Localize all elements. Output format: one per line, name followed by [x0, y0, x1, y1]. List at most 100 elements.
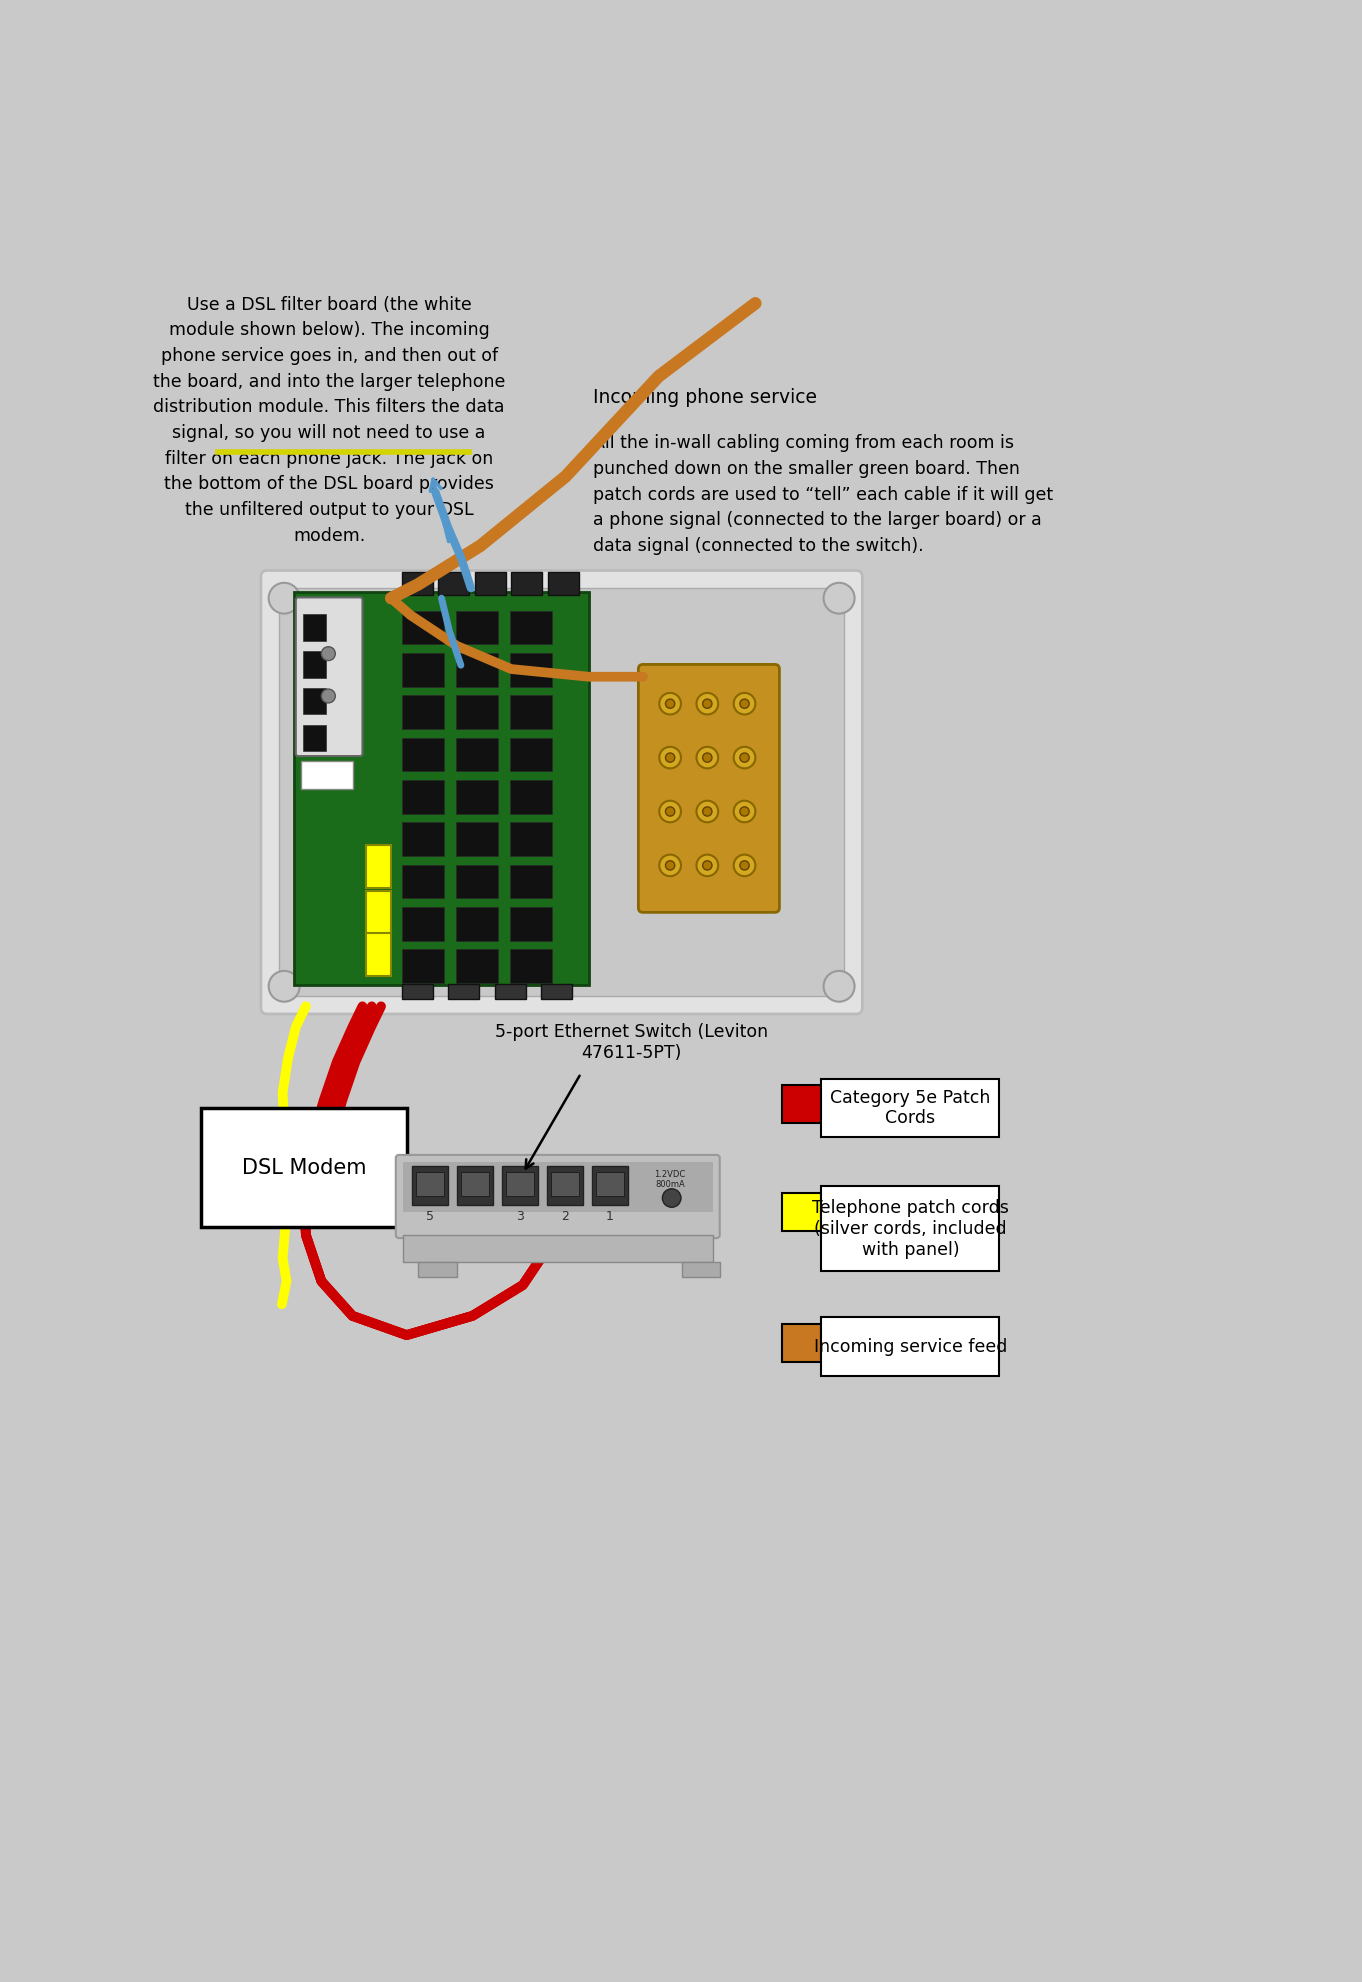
Circle shape — [696, 854, 718, 876]
FancyBboxPatch shape — [262, 571, 862, 1015]
Circle shape — [666, 860, 674, 870]
FancyBboxPatch shape — [403, 1235, 712, 1263]
FancyBboxPatch shape — [402, 696, 444, 729]
Circle shape — [666, 807, 674, 817]
FancyBboxPatch shape — [402, 983, 433, 999]
FancyBboxPatch shape — [511, 781, 553, 815]
FancyBboxPatch shape — [301, 761, 353, 789]
Circle shape — [824, 971, 854, 1001]
Text: Telephone patch cords
(silver cords, included
with panel): Telephone patch cords (silver cords, inc… — [812, 1199, 1009, 1259]
FancyBboxPatch shape — [415, 1171, 444, 1197]
FancyBboxPatch shape — [595, 1171, 624, 1197]
Text: All the in-wall cabling coming from each room is
punched down on the smaller gre: All the in-wall cabling coming from each… — [592, 434, 1053, 555]
FancyBboxPatch shape — [783, 1084, 821, 1124]
FancyBboxPatch shape — [366, 934, 391, 977]
FancyBboxPatch shape — [402, 781, 444, 815]
FancyBboxPatch shape — [503, 1167, 538, 1205]
FancyBboxPatch shape — [475, 573, 505, 595]
FancyBboxPatch shape — [821, 1078, 1000, 1138]
FancyBboxPatch shape — [548, 573, 579, 595]
FancyBboxPatch shape — [456, 610, 498, 644]
Circle shape — [696, 801, 718, 823]
FancyBboxPatch shape — [511, 652, 553, 686]
FancyBboxPatch shape — [402, 573, 433, 595]
Text: Use a DSL filter board (the white
module shown below). The incoming
phone servic: Use a DSL filter board (the white module… — [153, 295, 505, 545]
Text: 3: 3 — [516, 1211, 524, 1223]
Circle shape — [321, 646, 335, 660]
Circle shape — [824, 583, 854, 614]
FancyBboxPatch shape — [511, 864, 553, 898]
FancyBboxPatch shape — [821, 1318, 1000, 1376]
FancyBboxPatch shape — [821, 1187, 1000, 1270]
FancyBboxPatch shape — [402, 610, 444, 644]
Text: Category 5e Patch
Cords: Category 5e Patch Cords — [831, 1088, 990, 1128]
FancyBboxPatch shape — [402, 652, 444, 686]
Circle shape — [734, 854, 756, 876]
FancyBboxPatch shape — [511, 908, 553, 941]
FancyBboxPatch shape — [456, 864, 498, 898]
Circle shape — [659, 747, 681, 769]
Text: Incoming service feed: Incoming service feed — [813, 1338, 1007, 1356]
Circle shape — [740, 700, 749, 708]
FancyBboxPatch shape — [511, 573, 542, 595]
Circle shape — [740, 753, 749, 763]
FancyBboxPatch shape — [592, 1167, 628, 1205]
FancyBboxPatch shape — [279, 589, 844, 997]
Circle shape — [696, 747, 718, 769]
FancyBboxPatch shape — [511, 737, 553, 771]
Text: 1: 1 — [606, 1211, 614, 1223]
Circle shape — [703, 700, 712, 708]
Circle shape — [740, 807, 749, 817]
FancyBboxPatch shape — [402, 908, 444, 941]
FancyBboxPatch shape — [456, 652, 498, 686]
FancyBboxPatch shape — [639, 664, 779, 912]
FancyBboxPatch shape — [448, 983, 479, 999]
FancyBboxPatch shape — [511, 696, 553, 729]
FancyBboxPatch shape — [456, 781, 498, 815]
FancyBboxPatch shape — [458, 1167, 493, 1205]
Text: 5-port Ethernet Switch (Leviton
47611-5PT): 5-port Ethernet Switch (Leviton 47611-5P… — [494, 1023, 768, 1062]
FancyBboxPatch shape — [550, 1171, 579, 1197]
Circle shape — [734, 801, 756, 823]
FancyBboxPatch shape — [511, 949, 553, 983]
Text: 1.2VDC
800mA: 1.2VDC 800mA — [655, 1169, 685, 1189]
Circle shape — [703, 753, 712, 763]
FancyBboxPatch shape — [456, 823, 498, 856]
Circle shape — [703, 860, 712, 870]
FancyBboxPatch shape — [402, 737, 444, 771]
Circle shape — [268, 583, 300, 614]
FancyBboxPatch shape — [413, 1167, 448, 1205]
Circle shape — [703, 807, 712, 817]
FancyBboxPatch shape — [366, 890, 391, 934]
FancyBboxPatch shape — [402, 949, 444, 983]
FancyBboxPatch shape — [456, 949, 498, 983]
Text: 2: 2 — [561, 1211, 569, 1223]
Text: DSL Modem: DSL Modem — [241, 1157, 366, 1177]
FancyBboxPatch shape — [511, 610, 553, 644]
FancyBboxPatch shape — [402, 823, 444, 856]
FancyBboxPatch shape — [302, 652, 326, 678]
FancyBboxPatch shape — [302, 688, 326, 714]
FancyBboxPatch shape — [456, 737, 498, 771]
FancyBboxPatch shape — [783, 1193, 821, 1231]
FancyBboxPatch shape — [202, 1108, 407, 1227]
FancyBboxPatch shape — [366, 844, 391, 888]
FancyBboxPatch shape — [682, 1263, 720, 1276]
Circle shape — [740, 860, 749, 870]
Text: Incoming phone service: Incoming phone service — [592, 388, 817, 406]
Circle shape — [734, 694, 756, 714]
Circle shape — [268, 971, 300, 1001]
FancyBboxPatch shape — [302, 725, 326, 751]
Text: 5: 5 — [426, 1211, 434, 1223]
FancyBboxPatch shape — [548, 1167, 583, 1205]
FancyBboxPatch shape — [302, 614, 326, 640]
FancyBboxPatch shape — [402, 864, 444, 898]
FancyBboxPatch shape — [456, 908, 498, 941]
FancyBboxPatch shape — [460, 1171, 489, 1197]
FancyBboxPatch shape — [456, 696, 498, 729]
Circle shape — [662, 1189, 681, 1207]
FancyBboxPatch shape — [439, 573, 470, 595]
FancyBboxPatch shape — [418, 1263, 458, 1276]
Circle shape — [659, 854, 681, 876]
FancyBboxPatch shape — [783, 1324, 821, 1362]
